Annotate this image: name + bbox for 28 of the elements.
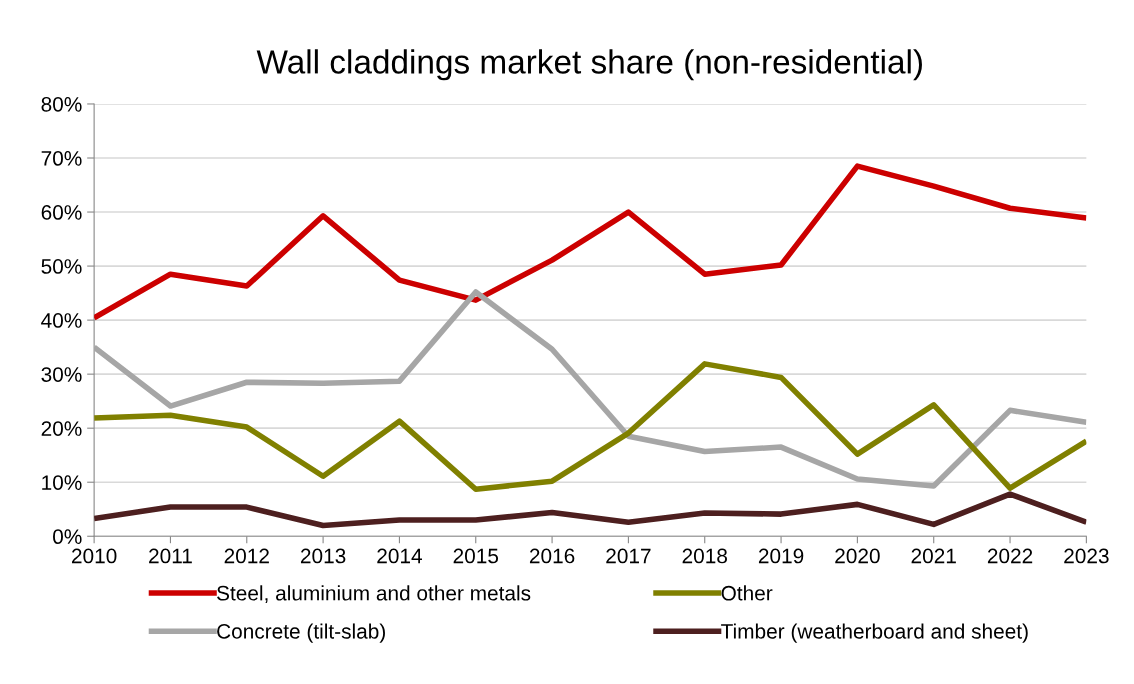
y-tick-label: 60% [41, 205, 82, 220]
x-tick-label: 2018 [682, 548, 728, 564]
y-tick-label: 30% [41, 367, 82, 382]
legend-label: Steel, aluminium and other metals [217, 585, 531, 604]
y-tick-label: 50% [41, 259, 82, 274]
y-tick-label: 80% [41, 96, 82, 112]
legend-label: Concrete (tilt-slab) [217, 623, 385, 643]
legend-label: Timber (weatherboard and sheet) [721, 623, 1028, 643]
y-tick-label: 40% [41, 313, 82, 328]
legend-label: Other [721, 585, 773, 601]
x-tick-label: 2019 [758, 548, 804, 564]
x-tick-label: 2010 [72, 548, 117, 564]
x-tick-label: 2023 [1064, 548, 1109, 564]
x-tick-label: 2013 [300, 548, 346, 564]
y-tick-label: 20% [41, 421, 82, 436]
x-tick-label: 2017 [606, 548, 651, 564]
x-tick-label: 2022 [987, 548, 1033, 564]
y-tick-label: 10% [42, 475, 82, 490]
x-tick-label: 2021 [911, 548, 956, 564]
x-tick-label: 2020 [835, 548, 880, 564]
x-tick-label: 2012 [224, 548, 269, 564]
chart-title: Wall claddings market share (non-residential) [256, 49, 922, 81]
y-tick-label: 0% [53, 529, 82, 545]
y-tick-label: 70% [41, 151, 82, 166]
x-tick-label: 2014 [377, 548, 422, 564]
x-tick-label: 2016 [529, 548, 575, 564]
x-tick-label: 2015 [453, 548, 499, 564]
x-tick-label: 2011 [149, 548, 192, 564]
